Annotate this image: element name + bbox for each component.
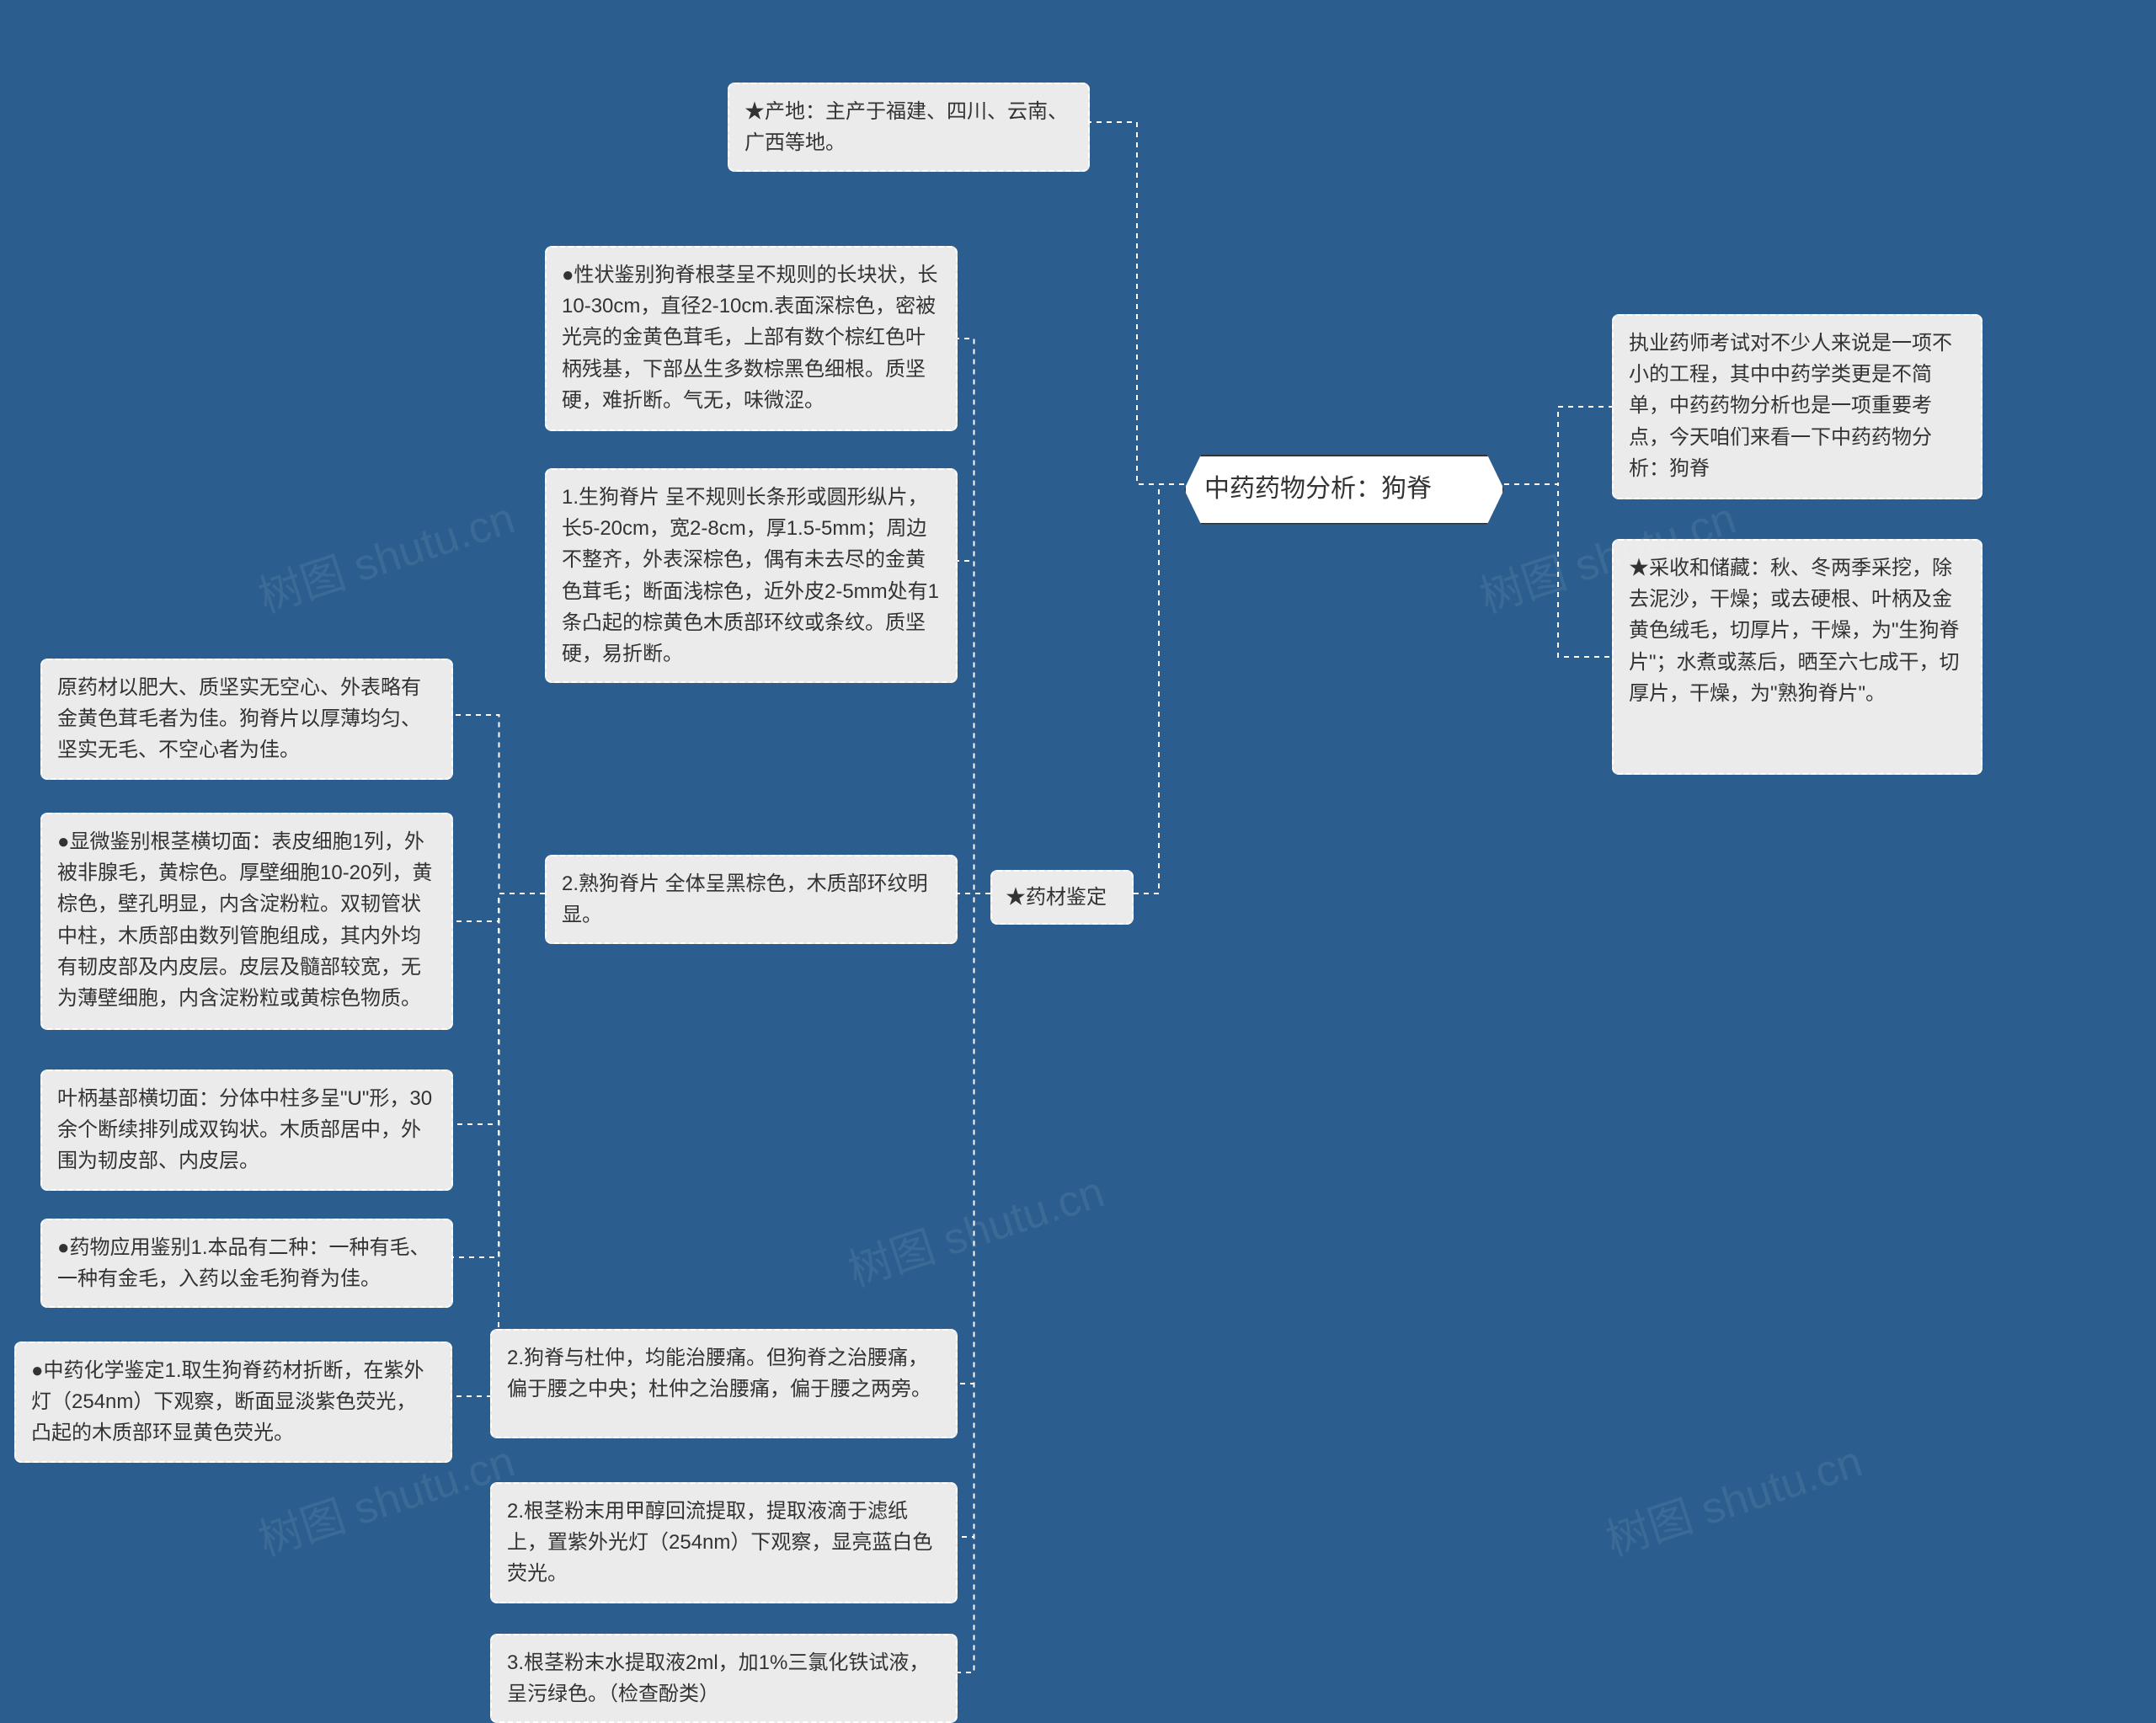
huaxue-node: ●中药化学鉴定1.取生狗脊药材折断，在紫外灯（254nm）下观察，断面显淡紫色荧…	[14, 1342, 452, 1463]
xianwei-node: ●显微鉴别根茎横切面：表皮细胞1列，外被非腺毛，黄棕色。厚壁细胞10-20列，黄…	[40, 813, 453, 1030]
yuan-node: 原药材以肥大、质坚实无空心、外表略有金黄色茸毛者为佳。狗脊片以厚薄均匀、坚实无毛…	[40, 659, 453, 780]
harvest-node: ★采收和储藏：秋、冬两季采挖，除去泥沙，干燥；或去硬根、叶柄及金黄色绒毛，切厚片…	[1612, 539, 1983, 775]
genjing3-node: 3.根茎粉末水提取液2ml，加1%三氯化铁试液，呈污绿色。（检查酚类）	[490, 1634, 958, 1723]
watermark: 树图 shutu.cn	[839, 1156, 1111, 1299]
yebing-node: 叶柄基部横切面：分体中柱多呈"U"形，30余个断续排列成双钩状。木质部居中，外围…	[40, 1070, 453, 1191]
yaowu-node: ●药物应用鉴别1.本品有二种：一种有毛、一种有金毛，入药以金毛狗脊为佳。	[40, 1219, 453, 1308]
watermark: 树图 shutu.cn	[249, 483, 521, 625]
watermark: 树图 shutu.cn	[1597, 1426, 1869, 1568]
identify-node: ★药材鉴定	[990, 870, 1134, 925]
center-node: 中药药物分析：狗脊	[1184, 455, 1504, 525]
intro-node: 执业药师考试对不少人来说是一项不小的工程，其中中药学类更是不简单，中药药物分析也…	[1612, 314, 1983, 499]
genjing2-node: 2.根茎粉末用甲醇回流提取，提取液滴于滤纸上，置紫外光灯（254nm）下观察，显…	[490, 1482, 958, 1603]
xing-node: ●性状鉴别狗脊根茎呈不规则的长块状，长10-30cm，直径2-10cm.表面深棕…	[545, 246, 958, 431]
sheng-node: 1.生狗脊片 呈不规则长条形或圆形纵片，长5-20cm，宽2-8cm，厚1.5-…	[545, 468, 958, 683]
origin-node: ★产地：主产于福建、四川、云南、广西等地。	[728, 83, 1090, 172]
duzhong-node: 2.狗脊与杜仲，均能治腰痛。但狗脊之治腰痛，偏于腰之中央；杜仲之治腰痛，偏于腰之…	[490, 1329, 958, 1438]
shu-node: 2.熟狗脊片 全体呈黑棕色，木质部环纹明显。	[545, 855, 958, 944]
